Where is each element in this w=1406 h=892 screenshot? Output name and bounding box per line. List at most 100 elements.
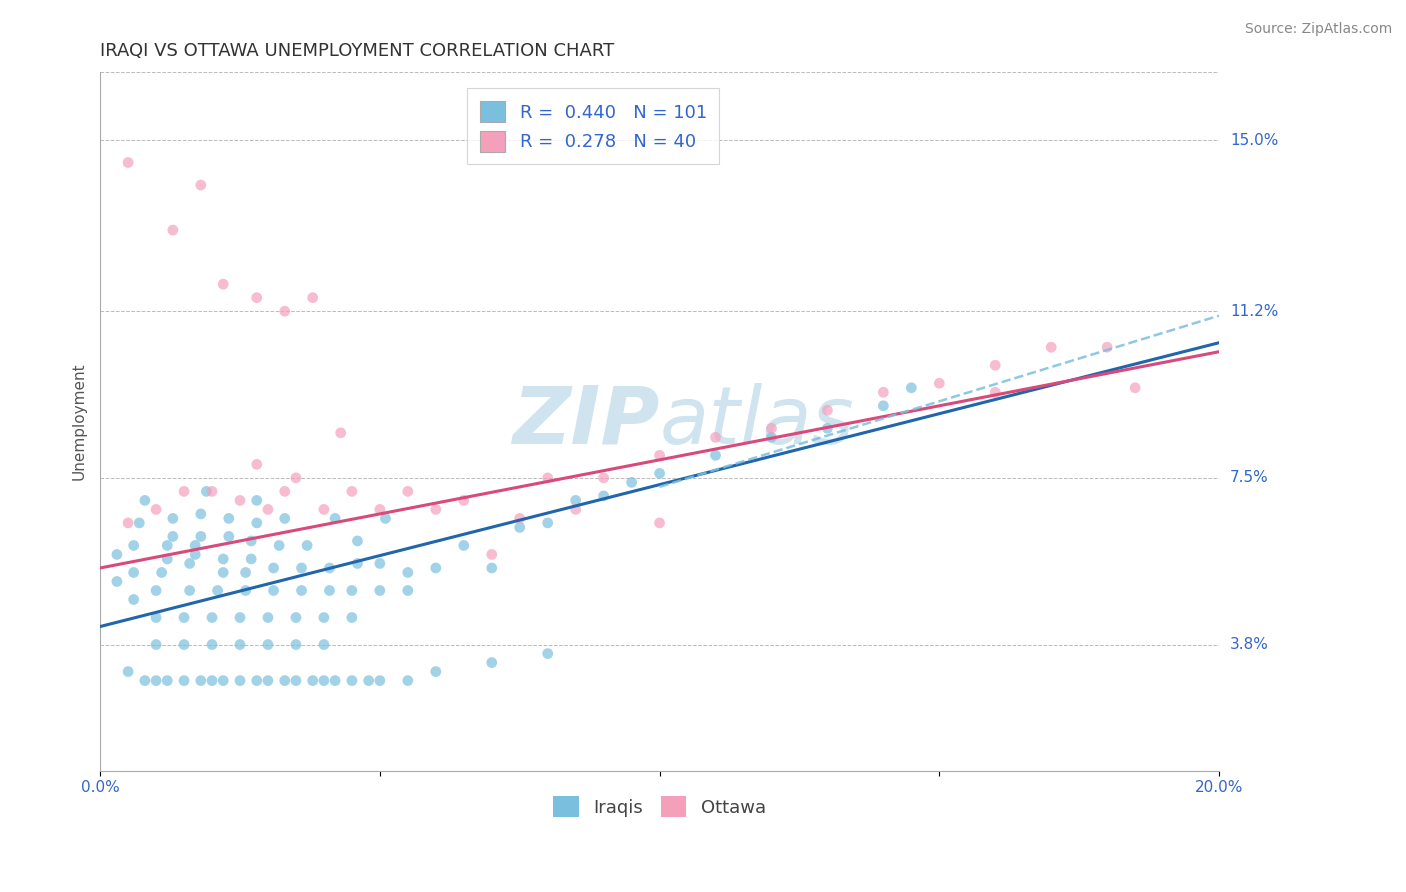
- Point: [284, 673, 307, 688]
- Point: [396, 484, 419, 499]
- Point: [240, 533, 263, 548]
- Point: [190, 507, 212, 521]
- Point: [1095, 340, 1118, 354]
- Point: [368, 583, 391, 598]
- Point: [295, 538, 318, 552]
- Point: [173, 638, 195, 652]
- Legend: Iraqis, Ottawa: Iraqis, Ottawa: [546, 789, 773, 824]
- Point: [173, 673, 195, 688]
- Point: [368, 557, 391, 571]
- Point: [301, 673, 323, 688]
- Point: [648, 467, 671, 481]
- Point: [340, 484, 363, 499]
- Point: [815, 403, 838, 417]
- Point: [246, 516, 269, 530]
- Point: [481, 561, 503, 575]
- Point: [481, 656, 503, 670]
- Point: [872, 399, 894, 413]
- Point: [284, 471, 307, 485]
- Point: [246, 493, 269, 508]
- Point: [564, 493, 586, 508]
- Point: [229, 638, 252, 652]
- Point: [318, 561, 340, 575]
- Point: [312, 502, 335, 516]
- Point: [190, 529, 212, 543]
- Point: [263, 561, 285, 575]
- Point: [134, 493, 156, 508]
- Point: [212, 277, 235, 292]
- Point: [263, 583, 285, 598]
- Point: [274, 511, 297, 525]
- Point: [235, 566, 257, 580]
- Point: [648, 516, 671, 530]
- Point: [761, 430, 783, 444]
- Point: [900, 381, 922, 395]
- Point: [284, 610, 307, 624]
- Point: [201, 610, 224, 624]
- Point: [815, 421, 838, 435]
- Point: [396, 583, 419, 598]
- Point: [537, 647, 560, 661]
- Point: [173, 484, 195, 499]
- Point: [340, 673, 363, 688]
- Point: [290, 583, 312, 598]
- Point: [984, 385, 1007, 400]
- Point: [761, 421, 783, 435]
- Point: [928, 376, 950, 391]
- Point: [145, 638, 167, 652]
- Point: [537, 516, 560, 530]
- Point: [318, 583, 340, 598]
- Point: [240, 552, 263, 566]
- Point: [1040, 340, 1063, 354]
- Point: [229, 610, 252, 624]
- Point: [218, 511, 240, 525]
- Point: [704, 430, 727, 444]
- Point: [537, 471, 560, 485]
- Point: [620, 475, 643, 490]
- Point: [229, 673, 252, 688]
- Point: [156, 538, 179, 552]
- Point: [184, 538, 207, 552]
- Point: [201, 673, 224, 688]
- Point: [246, 673, 269, 688]
- Point: [162, 511, 184, 525]
- Point: [145, 610, 167, 624]
- Point: [201, 638, 224, 652]
- Point: [323, 511, 346, 525]
- Point: [257, 638, 280, 652]
- Point: [274, 304, 297, 318]
- Point: [156, 552, 179, 566]
- Point: [190, 673, 212, 688]
- Point: [984, 358, 1007, 372]
- Point: [257, 673, 280, 688]
- Point: [128, 516, 150, 530]
- Point: [150, 566, 173, 580]
- Point: [201, 484, 224, 499]
- Text: Source: ZipAtlas.com: Source: ZipAtlas.com: [1244, 22, 1392, 37]
- Point: [564, 502, 586, 516]
- Point: [117, 516, 139, 530]
- Point: [246, 291, 269, 305]
- Point: [329, 425, 352, 440]
- Point: [274, 484, 297, 499]
- Point: [162, 223, 184, 237]
- Point: [453, 493, 475, 508]
- Point: [117, 665, 139, 679]
- Point: [257, 610, 280, 624]
- Point: [122, 592, 145, 607]
- Point: [162, 529, 184, 543]
- Point: [145, 583, 167, 598]
- Point: [218, 529, 240, 543]
- Point: [235, 583, 257, 598]
- Point: [195, 484, 218, 499]
- Point: [357, 673, 380, 688]
- Text: atlas: atlas: [659, 383, 855, 460]
- Point: [340, 610, 363, 624]
- Point: [481, 548, 503, 562]
- Point: [122, 566, 145, 580]
- Text: 3.8%: 3.8%: [1230, 637, 1270, 652]
- Point: [257, 502, 280, 516]
- Point: [117, 155, 139, 169]
- Point: [340, 583, 363, 598]
- Point: [274, 673, 297, 688]
